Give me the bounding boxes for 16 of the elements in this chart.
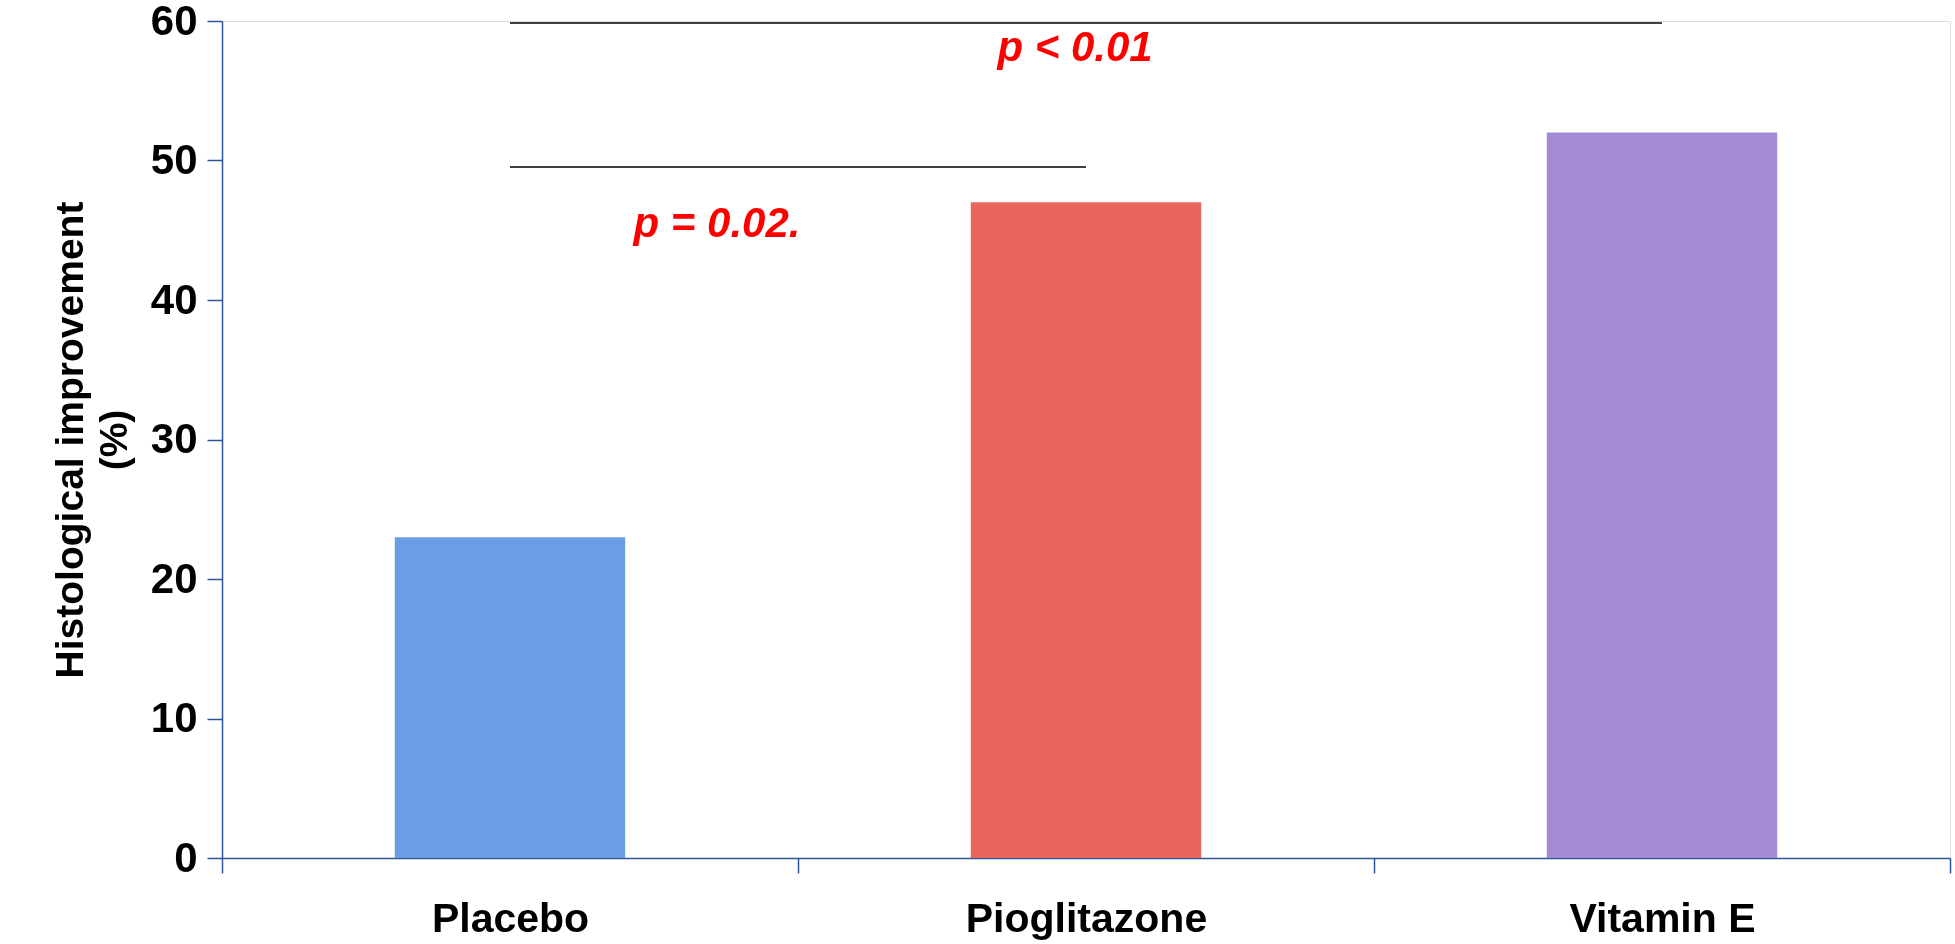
y-axis-title: Histological improvement (%): [47, 201, 135, 679]
y-tick-label: 0: [174, 833, 198, 881]
annotation: p < 0.01: [996, 23, 1153, 70]
y-tick-label: 50: [150, 136, 198, 183]
annotation: p = 0.02.: [632, 199, 801, 246]
y-tick-label: 30: [150, 415, 198, 462]
y-tick-label: 20: [150, 554, 198, 602]
x-tick-label: Pioglitazone: [965, 894, 1208, 941]
y-tick-label: 10: [150, 694, 198, 741]
bar: [970, 202, 1202, 858]
x-tick-label: Placebo: [431, 894, 590, 941]
x-tick-label: Vitamin E: [1569, 894, 1756, 941]
y-tick-label: 60: [150, 0, 198, 44]
bar: [394, 537, 626, 858]
bar: [1546, 132, 1778, 858]
y-tick-label: 40: [150, 275, 198, 323]
